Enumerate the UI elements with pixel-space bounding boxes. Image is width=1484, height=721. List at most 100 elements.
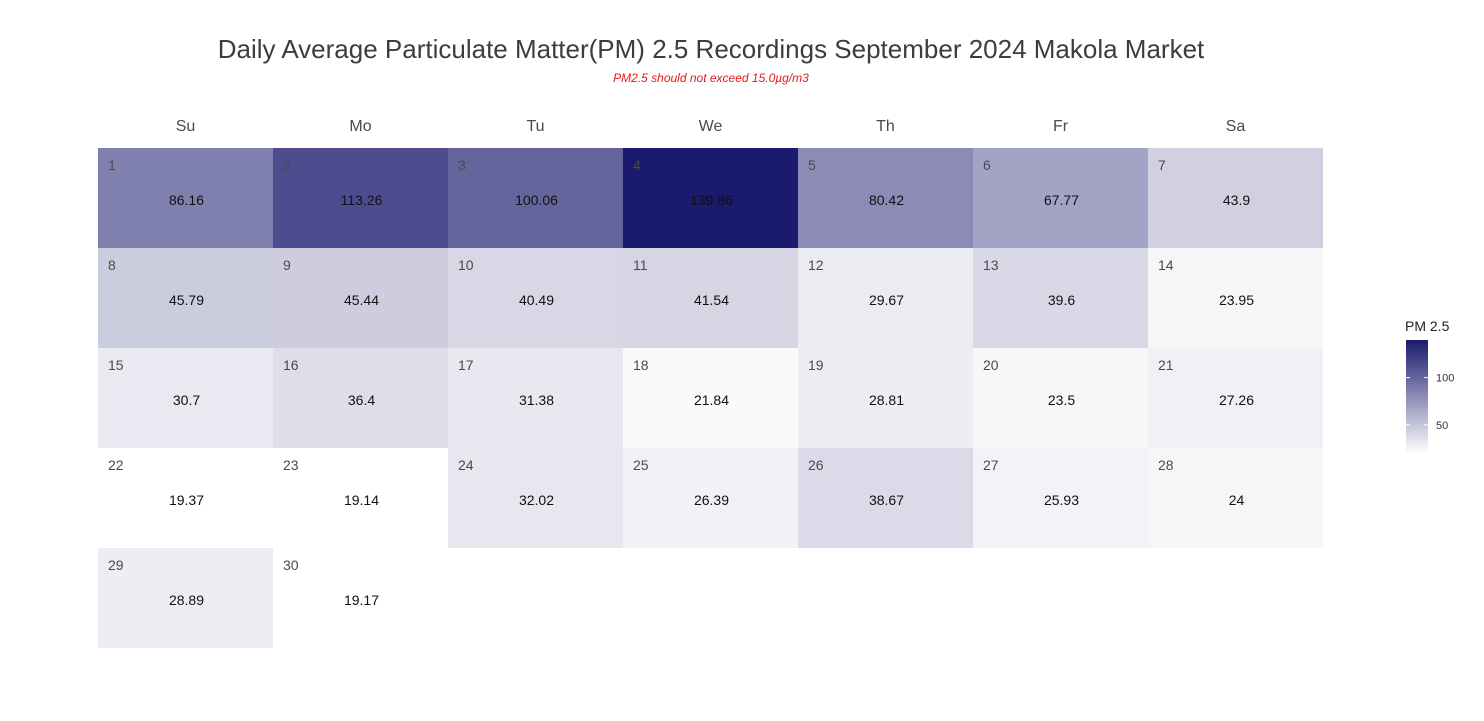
calendar-cell: 21 27.26 (1148, 348, 1323, 448)
cell-value-label: 86.16 (169, 192, 204, 208)
weekday-header-tu: Tu (526, 118, 544, 135)
cell-day-number: 24 (458, 457, 474, 473)
cell-tile (448, 348, 623, 448)
cell-day-number: 28 (1158, 457, 1174, 473)
cell-value-label: 40.49 (519, 292, 554, 308)
calendar-cell: 18 21.84 (623, 348, 798, 448)
cell-value-label: 38.67 (869, 492, 904, 508)
cell-tile (1148, 148, 1323, 248)
calendar-cell: 186.16 (98, 148, 273, 248)
cell-day-number: 14 (1158, 257, 1174, 273)
cell-value-label: 113.26 (341, 192, 383, 208)
cell-day-number: 23 (283, 457, 299, 473)
cell-value-label: 41.54 (694, 292, 729, 308)
cell-value-label: 39.6 (1048, 292, 1075, 308)
cell-value-label: 26.39 (694, 492, 729, 508)
cell-day-number: 26 (808, 457, 824, 473)
calendar-cell: 14 23.95 (1148, 248, 1323, 348)
cell-tile (273, 448, 448, 548)
cell-value-label: 21.84 (694, 392, 729, 408)
cell-tile (448, 448, 623, 548)
cell-day-number: 6 (983, 157, 991, 173)
cell-day-number: 19 (808, 357, 824, 373)
cell-tile (623, 248, 798, 348)
cell-value-label: 30.7 (173, 392, 200, 408)
cell-day-number: 22 (108, 457, 124, 473)
cell-tile (623, 448, 798, 548)
cell-tile (273, 148, 448, 248)
cell-day-number: 13 (983, 257, 999, 273)
cell-day-number: 21 (1158, 357, 1174, 373)
cell-day-number: 17 (458, 357, 474, 373)
cell-value-label: 19.37 (169, 492, 204, 508)
cell-tile (623, 148, 798, 248)
cell-value-label: 45.79 (169, 292, 204, 308)
cell-value-label: 19.17 (344, 592, 379, 608)
calendar-cells: 186.162113.263100.064139.86580.42667.777… (98, 148, 1323, 648)
calendar-cell: 11 41.54 (623, 248, 798, 348)
cell-tile (798, 448, 973, 548)
cell-value-label: 23.95 (1219, 292, 1254, 308)
calendar-cell: 12 29.67 (798, 248, 973, 348)
cell-day-number: 15 (108, 357, 124, 373)
cell-day-number: 1 (108, 157, 116, 173)
cell-tile (1148, 248, 1323, 348)
cell-value-label: 67.77 (1044, 192, 1079, 208)
cell-value-label: 100.06 (515, 192, 558, 208)
calendar-cell: 22 19.37 (98, 448, 273, 548)
cell-tile (273, 348, 448, 448)
cell-value-label: 36.4 (348, 392, 375, 408)
cell-value-label: 24 (1229, 492, 1245, 508)
cell-value-label: 25.93 (1044, 492, 1079, 508)
cell-day-number: 25 (633, 457, 649, 473)
cell-value-label: 19.14 (344, 492, 379, 508)
calendar-cell: 27 25.93 (973, 448, 1148, 548)
weekday-header-sa: Sa (1226, 118, 1246, 135)
cell-day-number: 12 (808, 257, 824, 273)
cell-tile (798, 148, 973, 248)
chart-title: Daily Average Particulate Matter(PM) 2.5… (218, 34, 1205, 64)
cell-day-number: 30 (283, 557, 299, 573)
color-legend: PM 2.5 50 100 (1405, 318, 1454, 454)
legend-ticks: 50 100 (1406, 373, 1454, 432)
cell-day-number: 9 (283, 257, 291, 273)
cell-day-number: 5 (808, 157, 816, 173)
legend-title: PM 2.5 (1405, 318, 1450, 334)
cell-tile (973, 248, 1148, 348)
chart-subtitle: PM2.5 should not exceed 15.0µg/m3 (613, 71, 809, 85)
cell-tile (98, 548, 273, 648)
cell-day-number: 20 (983, 357, 999, 373)
cell-day-number: 7 (1158, 157, 1166, 173)
calendar-cell: 25 26.39 (623, 448, 798, 548)
calendar-cell: 3 100.06 (448, 148, 623, 248)
weekday-header-mo: Mo (349, 118, 371, 135)
calendar-cell: 19 28.81 (798, 348, 973, 448)
calendar-cell: 28 24 (1148, 448, 1323, 548)
cell-value-label: 32.02 (519, 492, 554, 508)
cell-value-label: 29.67 (869, 292, 904, 308)
calendar-cell: 4 139.86 (623, 148, 798, 248)
cell-tile (98, 348, 273, 448)
cell-day-number: 4 (633, 157, 641, 173)
calendar-cell: 16 36.4 (273, 348, 448, 448)
calendar-cell: 845.79 (98, 248, 273, 348)
cell-tile (448, 148, 623, 248)
cell-value-label: 45.44 (344, 292, 379, 308)
calendar-cell: 30 19.17 (273, 548, 448, 648)
cell-day-number: 29 (108, 557, 124, 573)
cell-day-number: 27 (983, 457, 999, 473)
cell-day-number: 11 (633, 257, 648, 273)
calendar-cell: 17 31.38 (448, 348, 623, 448)
calendar-cell: 26 38.67 (798, 448, 973, 548)
cell-day-number: 18 (633, 357, 649, 373)
calendar-cell: 10 40.49 (448, 248, 623, 348)
cell-value-label: 28.81 (869, 392, 904, 408)
cell-day-number: 16 (283, 357, 299, 373)
cell-tile (448, 248, 623, 348)
calendar-cell: 580.42 (798, 148, 973, 248)
calendar-cell: 13 39.6 (973, 248, 1148, 348)
weekday-header-su: Su (176, 118, 196, 135)
legend-tick-label: 50 (1436, 420, 1448, 432)
cell-tile (98, 148, 273, 248)
